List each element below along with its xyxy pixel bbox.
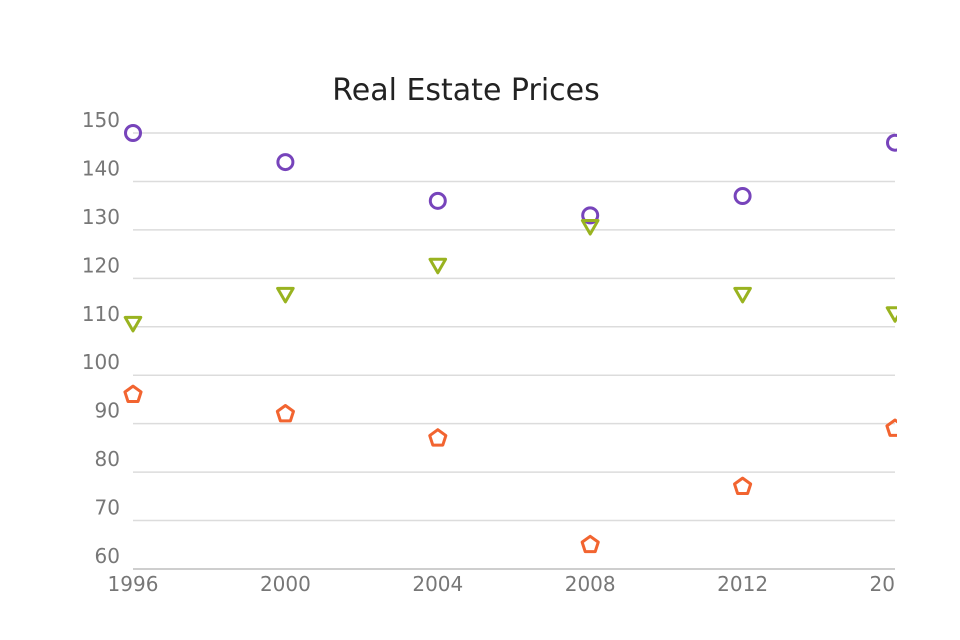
y-axis-ticks: 60 70 80 90 100 110 120 130 140 150 bbox=[82, 108, 120, 568]
data-point-pentagon-2012 bbox=[733, 476, 753, 496]
data-point-triangle-down-2004 bbox=[428, 257, 448, 275]
x-tick-label: 2000 bbox=[260, 572, 311, 596]
y-tick-label: 70 bbox=[95, 496, 120, 520]
y-tick-label: 100 bbox=[82, 350, 120, 374]
data-point-circle-2000 bbox=[276, 153, 295, 172]
x-tick-label: 2008 bbox=[565, 572, 616, 596]
y-tick-label: 90 bbox=[95, 399, 120, 423]
data-point-pentagon-2016 bbox=[885, 418, 897, 437]
y-tick-label: 110 bbox=[82, 302, 120, 326]
x-tick-label: 2012 bbox=[717, 572, 768, 596]
y-tick-label: 140 bbox=[82, 156, 120, 180]
data-point-circle-2016 bbox=[886, 133, 897, 152]
data-point-pentagon-1996 bbox=[123, 384, 143, 403]
data-point-pentagon-2000 bbox=[275, 403, 295, 423]
data-points bbox=[123, 124, 897, 554]
data-point-pentagon-2008 bbox=[580, 534, 600, 554]
data-point-circle-2004 bbox=[428, 191, 447, 210]
x-tick-label: 2016 bbox=[870, 572, 921, 596]
data-point-circle-2012 bbox=[733, 186, 752, 205]
x-axis-ticks: 1996 2000 2004 2008 2012 2016 bbox=[108, 572, 921, 596]
data-point-triangle-down-2008 bbox=[580, 219, 600, 236]
y-tick-label: 130 bbox=[82, 205, 120, 229]
data-point-triangle-down-2016 bbox=[885, 306, 897, 323]
gridlines bbox=[133, 132, 895, 570]
data-point-triangle-down-2000 bbox=[276, 286, 295, 304]
chart-title: Real Estate Prices bbox=[332, 73, 600, 108]
y-tick-label: 120 bbox=[82, 253, 120, 277]
y-tick-label: 80 bbox=[95, 447, 120, 471]
data-point-pentagon-2004 bbox=[428, 428, 448, 447]
x-tick-label: 1996 bbox=[108, 572, 159, 596]
x-tick-label: 2004 bbox=[412, 572, 463, 596]
data-point-triangle-down-1996 bbox=[123, 315, 143, 333]
data-point-triangle-down-2012 bbox=[733, 286, 752, 304]
y-tick-label: 150 bbox=[82, 108, 120, 132]
data-point-circle-1996 bbox=[124, 124, 142, 142]
y-tick-label: 60 bbox=[95, 544, 120, 568]
data-point-circle-2008 bbox=[581, 206, 600, 225]
